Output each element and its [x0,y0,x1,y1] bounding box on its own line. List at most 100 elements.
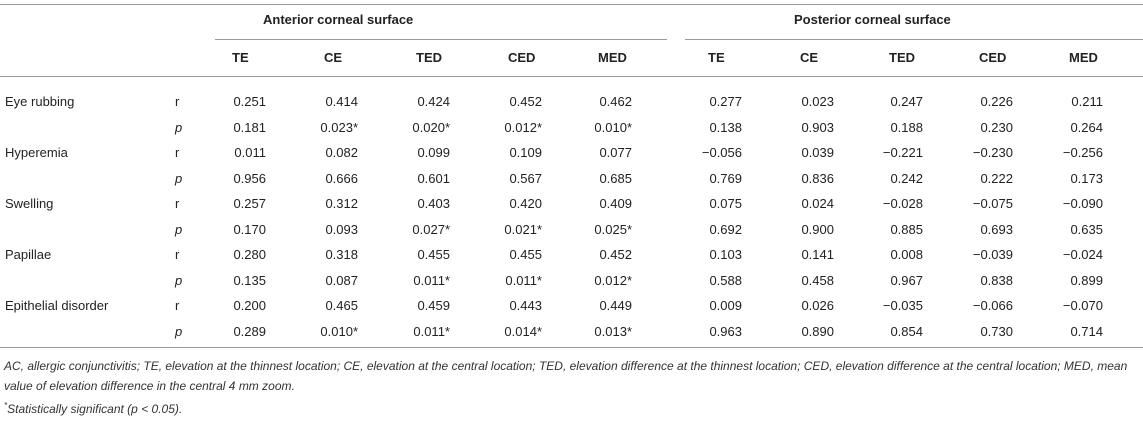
stat-label: r [175,145,180,160]
cell-value: −0.024 [1062,247,1103,262]
column-header: TED [416,50,442,65]
cell-value: 0.692 [709,221,742,237]
cell-value: 0.452 [509,94,542,109]
cell-value: 0.769 [709,170,742,186]
cell-value: 0.247 [890,94,923,109]
cell-value: 0.077 [599,145,632,160]
cell-value: −0.028 [882,196,923,211]
cell-value: 0.257 [233,196,266,211]
cell-value: 0.264 [1070,119,1103,135]
cell-value: 0.899 [1070,272,1103,288]
stat-label: p [175,119,183,135]
cell-value: 0.567 [509,170,542,186]
cell-value: 0.903 [801,119,834,135]
cell-value: 0.138 [709,119,742,135]
cell-value: 0.588 [709,272,742,288]
stat-label: r [175,196,180,211]
column-header: CE [324,50,343,65]
cell-value: 0.242 [890,170,923,186]
cell-value: 0.289 [233,323,266,339]
group-header: Anterior corneal surface [263,12,414,27]
cell-value: 0.021* [504,221,542,237]
cell-value: 0.010* [320,323,358,339]
cell-value: 0.836 [801,170,834,186]
cell-value: 0.181 [233,119,266,135]
rule-top [0,4,1143,5]
row-label: Eye rubbing [5,94,75,109]
cell-value: 0.635 [1070,221,1103,237]
footnote-abbreviations: AC, allergic conjunctivitis; TE, elevati… [4,359,1128,393]
stat-label: p [175,221,183,237]
cell-value: 0.012* [594,272,632,288]
cell-value: 0.693 [980,221,1013,237]
cell-value: −0.056 [701,145,742,160]
row-label: Swelling [5,196,54,211]
cell-value: −0.221 [882,145,923,160]
cell-value: 0.027* [412,221,450,237]
cell-value: 0.075 [709,196,742,211]
cell-value: −0.256 [1062,145,1103,160]
cell-value: 0.318 [325,247,358,262]
cell-value: 0.420 [509,196,542,211]
cell-value: 0.026 [801,298,834,313]
cell-value: 0.455 [509,247,542,262]
cell-value: 0.230 [980,119,1013,135]
cell-value: 0.854 [890,323,923,339]
cell-value: 0.093 [325,221,358,237]
cell-value: 0.012* [504,119,542,135]
cell-value: 0.222 [980,170,1013,186]
rule-header [0,76,1143,77]
cell-value: 0.082 [325,145,358,160]
cell-value: 0.025* [594,221,632,237]
cell-value: −0.066 [972,298,1013,313]
cell-value: 0.280 [233,247,266,262]
column-header: CED [979,50,1007,65]
column-header: TED [889,50,915,65]
cell-value: 0.956 [233,170,266,186]
stat-label: r [175,298,180,313]
stat-label: r [175,247,180,262]
cell-value: 0.087 [325,272,358,288]
rule-bottom [0,347,1143,348]
cell-value: 0.414 [325,94,358,109]
cell-value: 0.730 [980,323,1013,339]
cell-value: 0.251 [233,94,266,109]
cell-value: 0.023 [801,94,834,109]
footnote-significance: *Statistically significant (p < 0.05). [4,396,1140,419]
row-label: Papillae [5,247,52,262]
cell-value: 0.465 [325,298,358,313]
cell-value: 0.312 [325,196,358,211]
stat-label: p [175,272,183,288]
column-header: CE [800,50,819,65]
cell-value: 0.443 [509,298,542,313]
cell-value: 0.459 [417,298,450,313]
column-header: MED [598,50,627,65]
cell-value: 0.885 [890,221,923,237]
rule-group [685,39,1143,40]
cell-value: 0.141 [801,247,834,262]
cell-value: −0.090 [1062,196,1103,211]
cell-value: 0.020* [412,119,450,135]
cell-value: 0.009 [709,298,742,313]
marker: * [4,401,8,410]
cell-value: 0.188 [890,119,923,135]
cell-value: −0.039 [972,247,1013,262]
footnotes: AC, allergic conjunctivitis; TE, elevati… [4,356,1140,419]
cell-value: 0.170 [233,221,266,237]
cell-value: 0.458 [801,272,834,288]
cell-value: 0.014* [504,323,542,339]
cell-value: 0.109 [509,145,542,160]
cell-value: 0.714 [1070,323,1103,339]
cell-value: 0.103 [709,247,742,262]
cell-value: −0.230 [972,145,1013,160]
text: Statistically significant ( [7,402,132,416]
cell-value: 0.967 [890,272,923,288]
column-header: MED [1069,50,1098,65]
cell-value: 0.601 [417,170,450,186]
cell-value: 0.011* [413,323,450,339]
cell-value: 0.685 [599,170,632,186]
cell-value: 0.008 [890,247,923,262]
cell-value: 0.226 [980,94,1013,109]
cell-value: 0.409 [599,196,632,211]
